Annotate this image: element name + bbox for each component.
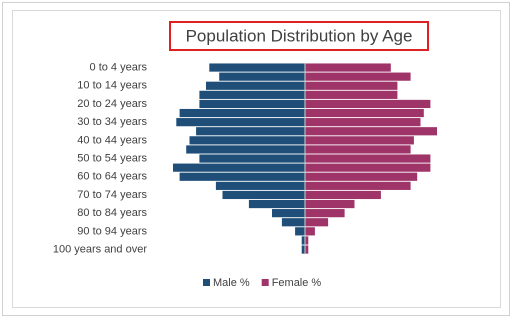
bar — [305, 63, 391, 72]
bar — [189, 136, 305, 145]
y-tick-label: 60 to 64 years — [77, 171, 147, 183]
bar — [305, 227, 315, 236]
y-tick-label: 0 to 4 years — [90, 61, 148, 73]
bar — [305, 99, 431, 109]
bar — [173, 163, 305, 172]
bar — [305, 154, 431, 163]
bar — [281, 218, 305, 227]
bar — [199, 99, 305, 109]
bar — [305, 90, 398, 99]
bar — [179, 108, 305, 118]
bar — [179, 172, 305, 181]
bar — [215, 181, 305, 190]
bar — [305, 190, 381, 200]
y-tick-label: 70 to 74 years — [77, 189, 147, 201]
bar — [305, 145, 411, 154]
bar — [305, 236, 309, 245]
legend-label: Female % — [272, 277, 322, 289]
bar — [176, 118, 305, 127]
bar — [199, 154, 305, 163]
bar — [305, 245, 309, 254]
bar — [206, 81, 305, 90]
bar — [305, 81, 398, 90]
bar — [305, 72, 411, 81]
y-tick-label: 20 to 24 years — [77, 98, 147, 110]
bar — [219, 72, 305, 81]
bar — [272, 209, 305, 218]
y-tick-label: 10 to 14 years — [77, 80, 147, 92]
bar — [295, 227, 305, 236]
legend-marker — [261, 279, 269, 286]
legend-label: Male % — [213, 277, 250, 289]
y-tick-label: 50 to 54 years — [77, 152, 147, 164]
bar — [222, 190, 305, 200]
bar — [305, 127, 437, 136]
y-tick-label: 30 to 34 years — [77, 116, 147, 128]
bar — [305, 209, 345, 218]
bar — [301, 245, 305, 254]
y-tick-label: 40 to 44 years — [77, 134, 147, 146]
bar — [305, 199, 355, 209]
bar — [305, 163, 431, 172]
bar — [196, 127, 305, 136]
bar — [305, 118, 421, 127]
bar — [248, 199, 305, 209]
bar — [209, 63, 305, 72]
y-tick-label: 90 to 94 years — [77, 225, 147, 237]
legend-marker — [203, 279, 210, 286]
title-box — [169, 21, 429, 51]
bar — [305, 218, 329, 227]
bar — [199, 90, 305, 99]
bar — [186, 145, 305, 154]
bar — [301, 236, 305, 245]
y-tick-label: 80 to 84 years — [77, 207, 147, 219]
chart-title: Population Distribution by Age — [186, 26, 413, 45]
bar — [305, 108, 424, 118]
bar — [305, 181, 411, 190]
y-tick-label: 100 years and over — [53, 243, 148, 255]
bar — [305, 172, 418, 181]
bar — [305, 136, 414, 145]
